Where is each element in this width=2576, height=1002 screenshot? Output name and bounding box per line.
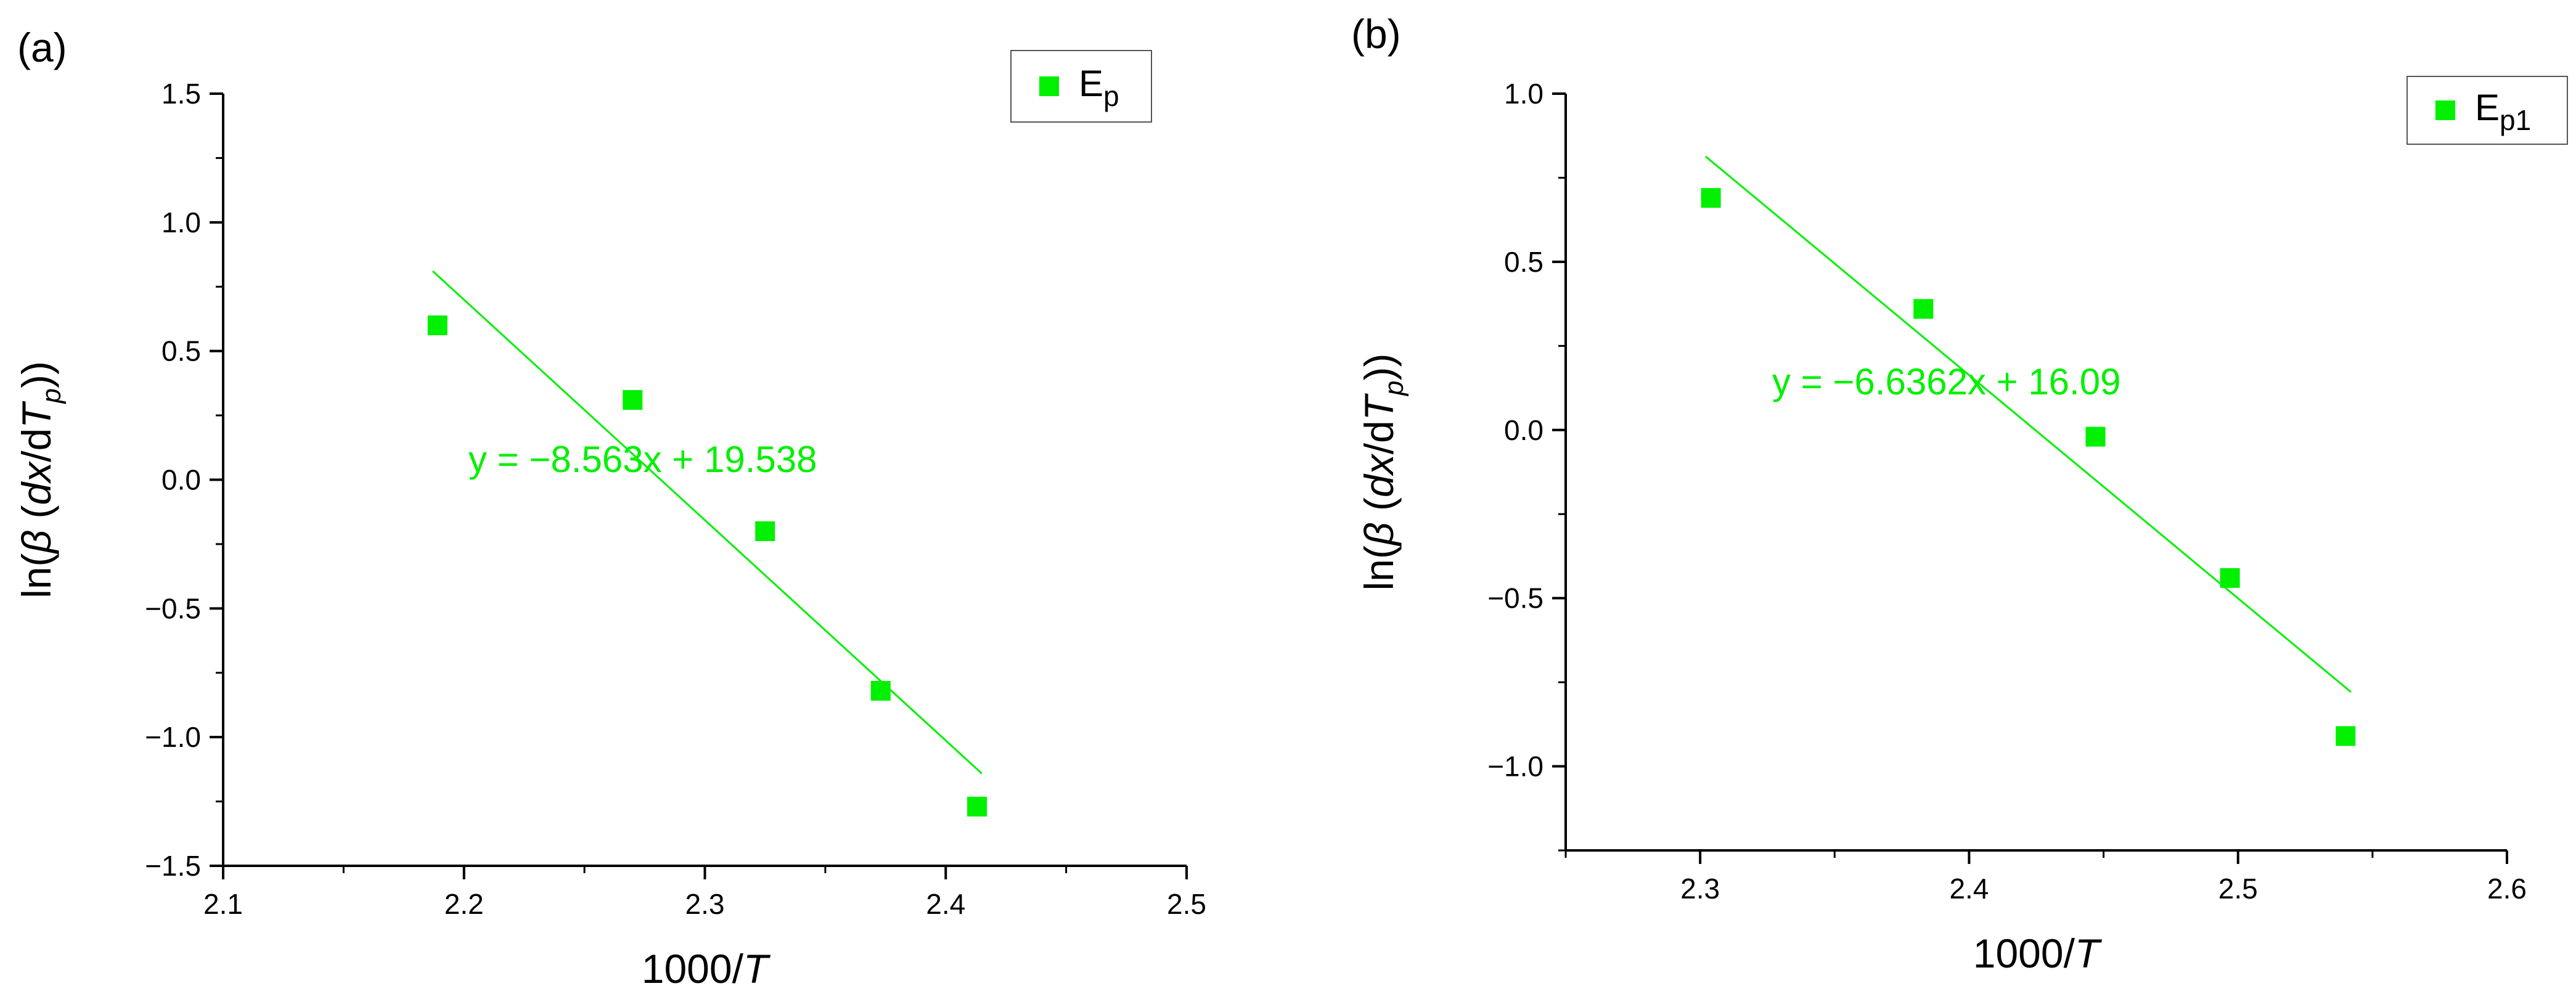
y-tick-label: −1.5 — [145, 850, 201, 882]
legend-box — [2406, 76, 2568, 145]
y-tick-label: 0.0 — [162, 464, 201, 496]
y-axis-title: ln(β (dx/dTp)) — [14, 361, 67, 598]
data-point — [1913, 299, 1934, 319]
x-tick-label: 2.1 — [203, 888, 243, 920]
legend-marker — [1039, 76, 1059, 96]
y-tick-label: 1.5 — [162, 78, 201, 110]
y-tick-label: 1.0 — [162, 206, 201, 238]
chart-panel-a: (a) 2.1 2.2 2.3 2.4 2.5 −1.5 −1.0 −0.5 0.0 0.5 1.0 1… — [14, 25, 1206, 992]
y-tick-label: 1.0 — [1504, 78, 1544, 110]
data-point — [755, 521, 775, 542]
x-tick-label: 2.3 — [1680, 873, 1720, 905]
panel-label: (a) — [17, 25, 67, 70]
chart-panel-b: (b) 2.3 2.4 2.5 2.6 −1.0 −0.5 0.0 0.5 1.0 1000/T ln… — [1351, 11, 2568, 976]
x-axis-title: 1000/T — [642, 946, 771, 992]
panel-label: (b) — [1351, 11, 1401, 57]
legend-marker — [2435, 100, 2455, 120]
y-tick-label: 0.0 — [1504, 414, 1544, 446]
x-tick-label: 2.3 — [685, 888, 725, 920]
data-point — [2220, 568, 2240, 588]
x-tick-label: 2.5 — [1167, 888, 1206, 920]
x-tick-label: 2.2 — [444, 888, 484, 920]
fit-line — [431, 270, 983, 775]
legend-label: Ep1 — [2475, 87, 2531, 136]
data-point — [2085, 426, 2106, 447]
data-point — [623, 390, 643, 410]
data-point — [870, 680, 891, 701]
y-tick-label: 0.5 — [1504, 246, 1544, 278]
fit-equation: y = −6.6362x + 16.09 — [1772, 361, 2120, 402]
legend: Ep1 — [2406, 76, 2568, 145]
data-point — [2336, 726, 2356, 746]
legend: Ep — [1010, 50, 1152, 123]
data-point — [1701, 188, 1721, 208]
x-tick-label: 2.4 — [926, 888, 965, 920]
legend-label: Ep — [1079, 63, 1119, 112]
y-tick-label: −0.5 — [1487, 582, 1544, 614]
fit-line — [1704, 155, 2352, 693]
data-point — [427, 315, 448, 335]
x-tick-label: 2.4 — [1949, 873, 1989, 905]
fit-equation: y = −8.563x + 19.538 — [468, 439, 817, 480]
y-tick-label: −1.0 — [1487, 751, 1544, 783]
y-tick-label: −0.5 — [145, 592, 201, 624]
y-tick-label: −1.0 — [145, 721, 201, 753]
x-tick-label: 2.6 — [2487, 873, 2527, 905]
data-point — [967, 796, 987, 817]
x-axis-title: 1000/T — [1973, 931, 2103, 976]
legend-box — [1010, 50, 1152, 123]
x-tick-label: 2.5 — [2218, 873, 2258, 905]
y-tick-label: 0.5 — [162, 335, 201, 367]
y-axis-title: ln(β (dx/dTp)) — [1356, 354, 1409, 591]
